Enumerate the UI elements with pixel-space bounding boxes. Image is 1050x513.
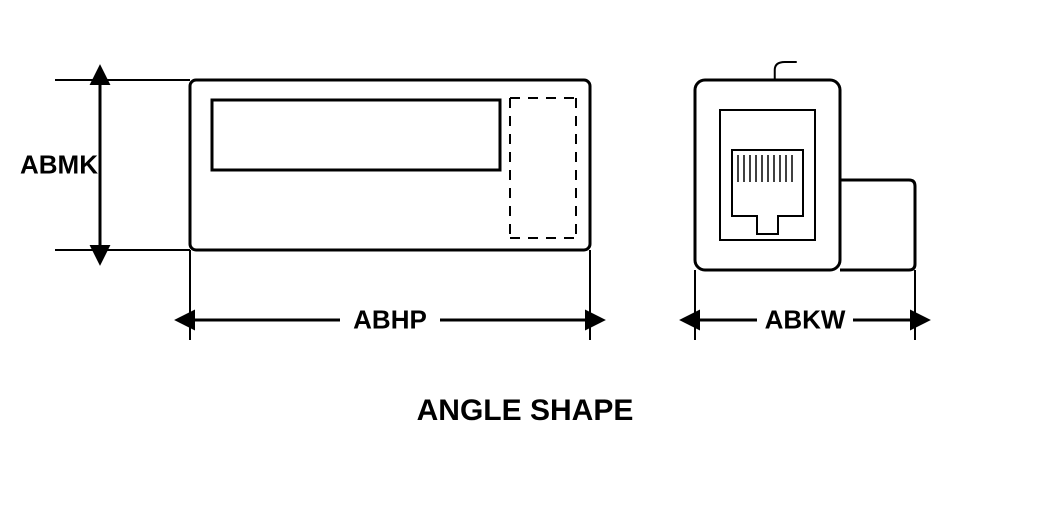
abmk-label: ABMK bbox=[20, 150, 98, 180]
diagram-title: ANGLE SHAPE bbox=[417, 394, 634, 427]
right-foot-ext bbox=[840, 180, 915, 270]
abkw-label: ABKW bbox=[765, 305, 846, 335]
abhp-label: ABHP bbox=[353, 305, 427, 335]
right-cable-stub bbox=[775, 62, 797, 80]
angle-shape-diagram: ABMK ABHP ABKW ANGLE SHAPE bbox=[0, 0, 1050, 513]
left-inner-rect bbox=[212, 100, 500, 170]
left-outer-rect bbox=[190, 80, 590, 250]
